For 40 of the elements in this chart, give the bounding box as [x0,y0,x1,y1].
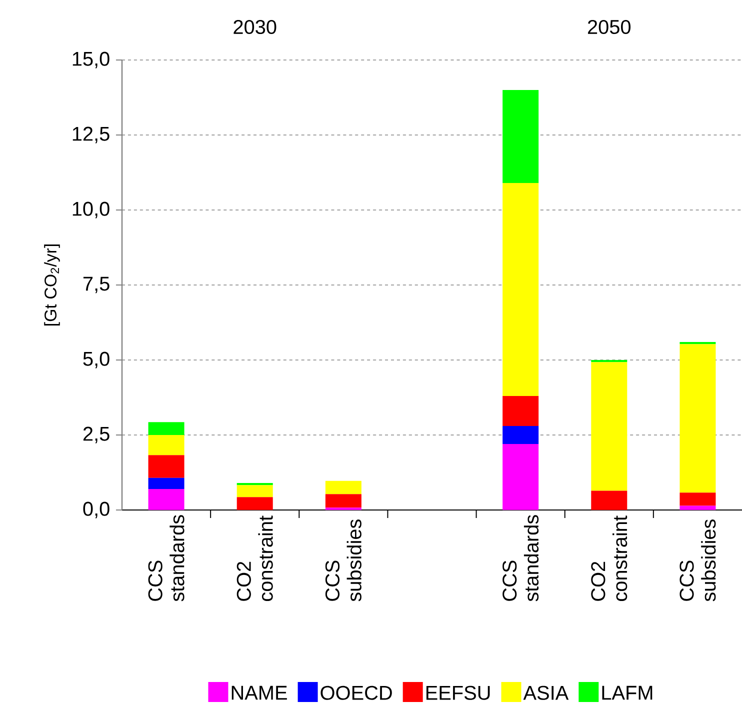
y-tick-label: 12,5 [72,126,110,144]
x-tick-label: CCS standards [148,515,184,602]
bar [591,362,628,491]
x-tick-label: CCS subsidies [325,520,362,602]
bar [502,182,539,396]
bar [236,485,273,498]
bar [502,426,539,444]
y-tick-label: 15,0 [72,52,110,68]
legend-label: LAFM [602,686,652,700]
text: 2050 [588,20,631,34]
bar [680,492,716,506]
bar [680,344,716,493]
y-tick-label: 7,5 [83,276,110,294]
y-axis-title: [Gt CO$_{2}$/yr] [44,244,60,326]
y-tick-label: 5,0 [83,352,110,368]
legend-label: OOECD [320,686,392,700]
y-tick-label: 0,0 [83,502,110,518]
bar [325,480,362,494]
bar [148,489,184,510]
bar [502,396,539,426]
bar [148,435,184,456]
bar [325,494,362,508]
y-tick-label: 2,5 [83,426,110,444]
bar [502,90,539,183]
bar [591,490,628,510]
legend-label: EEFSU [426,686,490,700]
bar [148,422,184,435]
x-tick-label: CCS standards [502,515,539,602]
y-tick-label: 10,0 [72,202,110,218]
x-tick-label: CO2 constraint [236,516,273,601]
bar [680,506,716,510]
legend-label: ASIA [523,686,569,700]
legend-label: NAME [232,686,287,700]
bar [236,497,273,510]
bar [148,455,184,478]
x-tick-label: CCS subsidies [680,520,716,602]
bar [502,444,539,510]
bar [148,478,184,489]
text: 2030 [234,20,276,34]
x-tick-label: CO2 constraint [591,516,628,601]
